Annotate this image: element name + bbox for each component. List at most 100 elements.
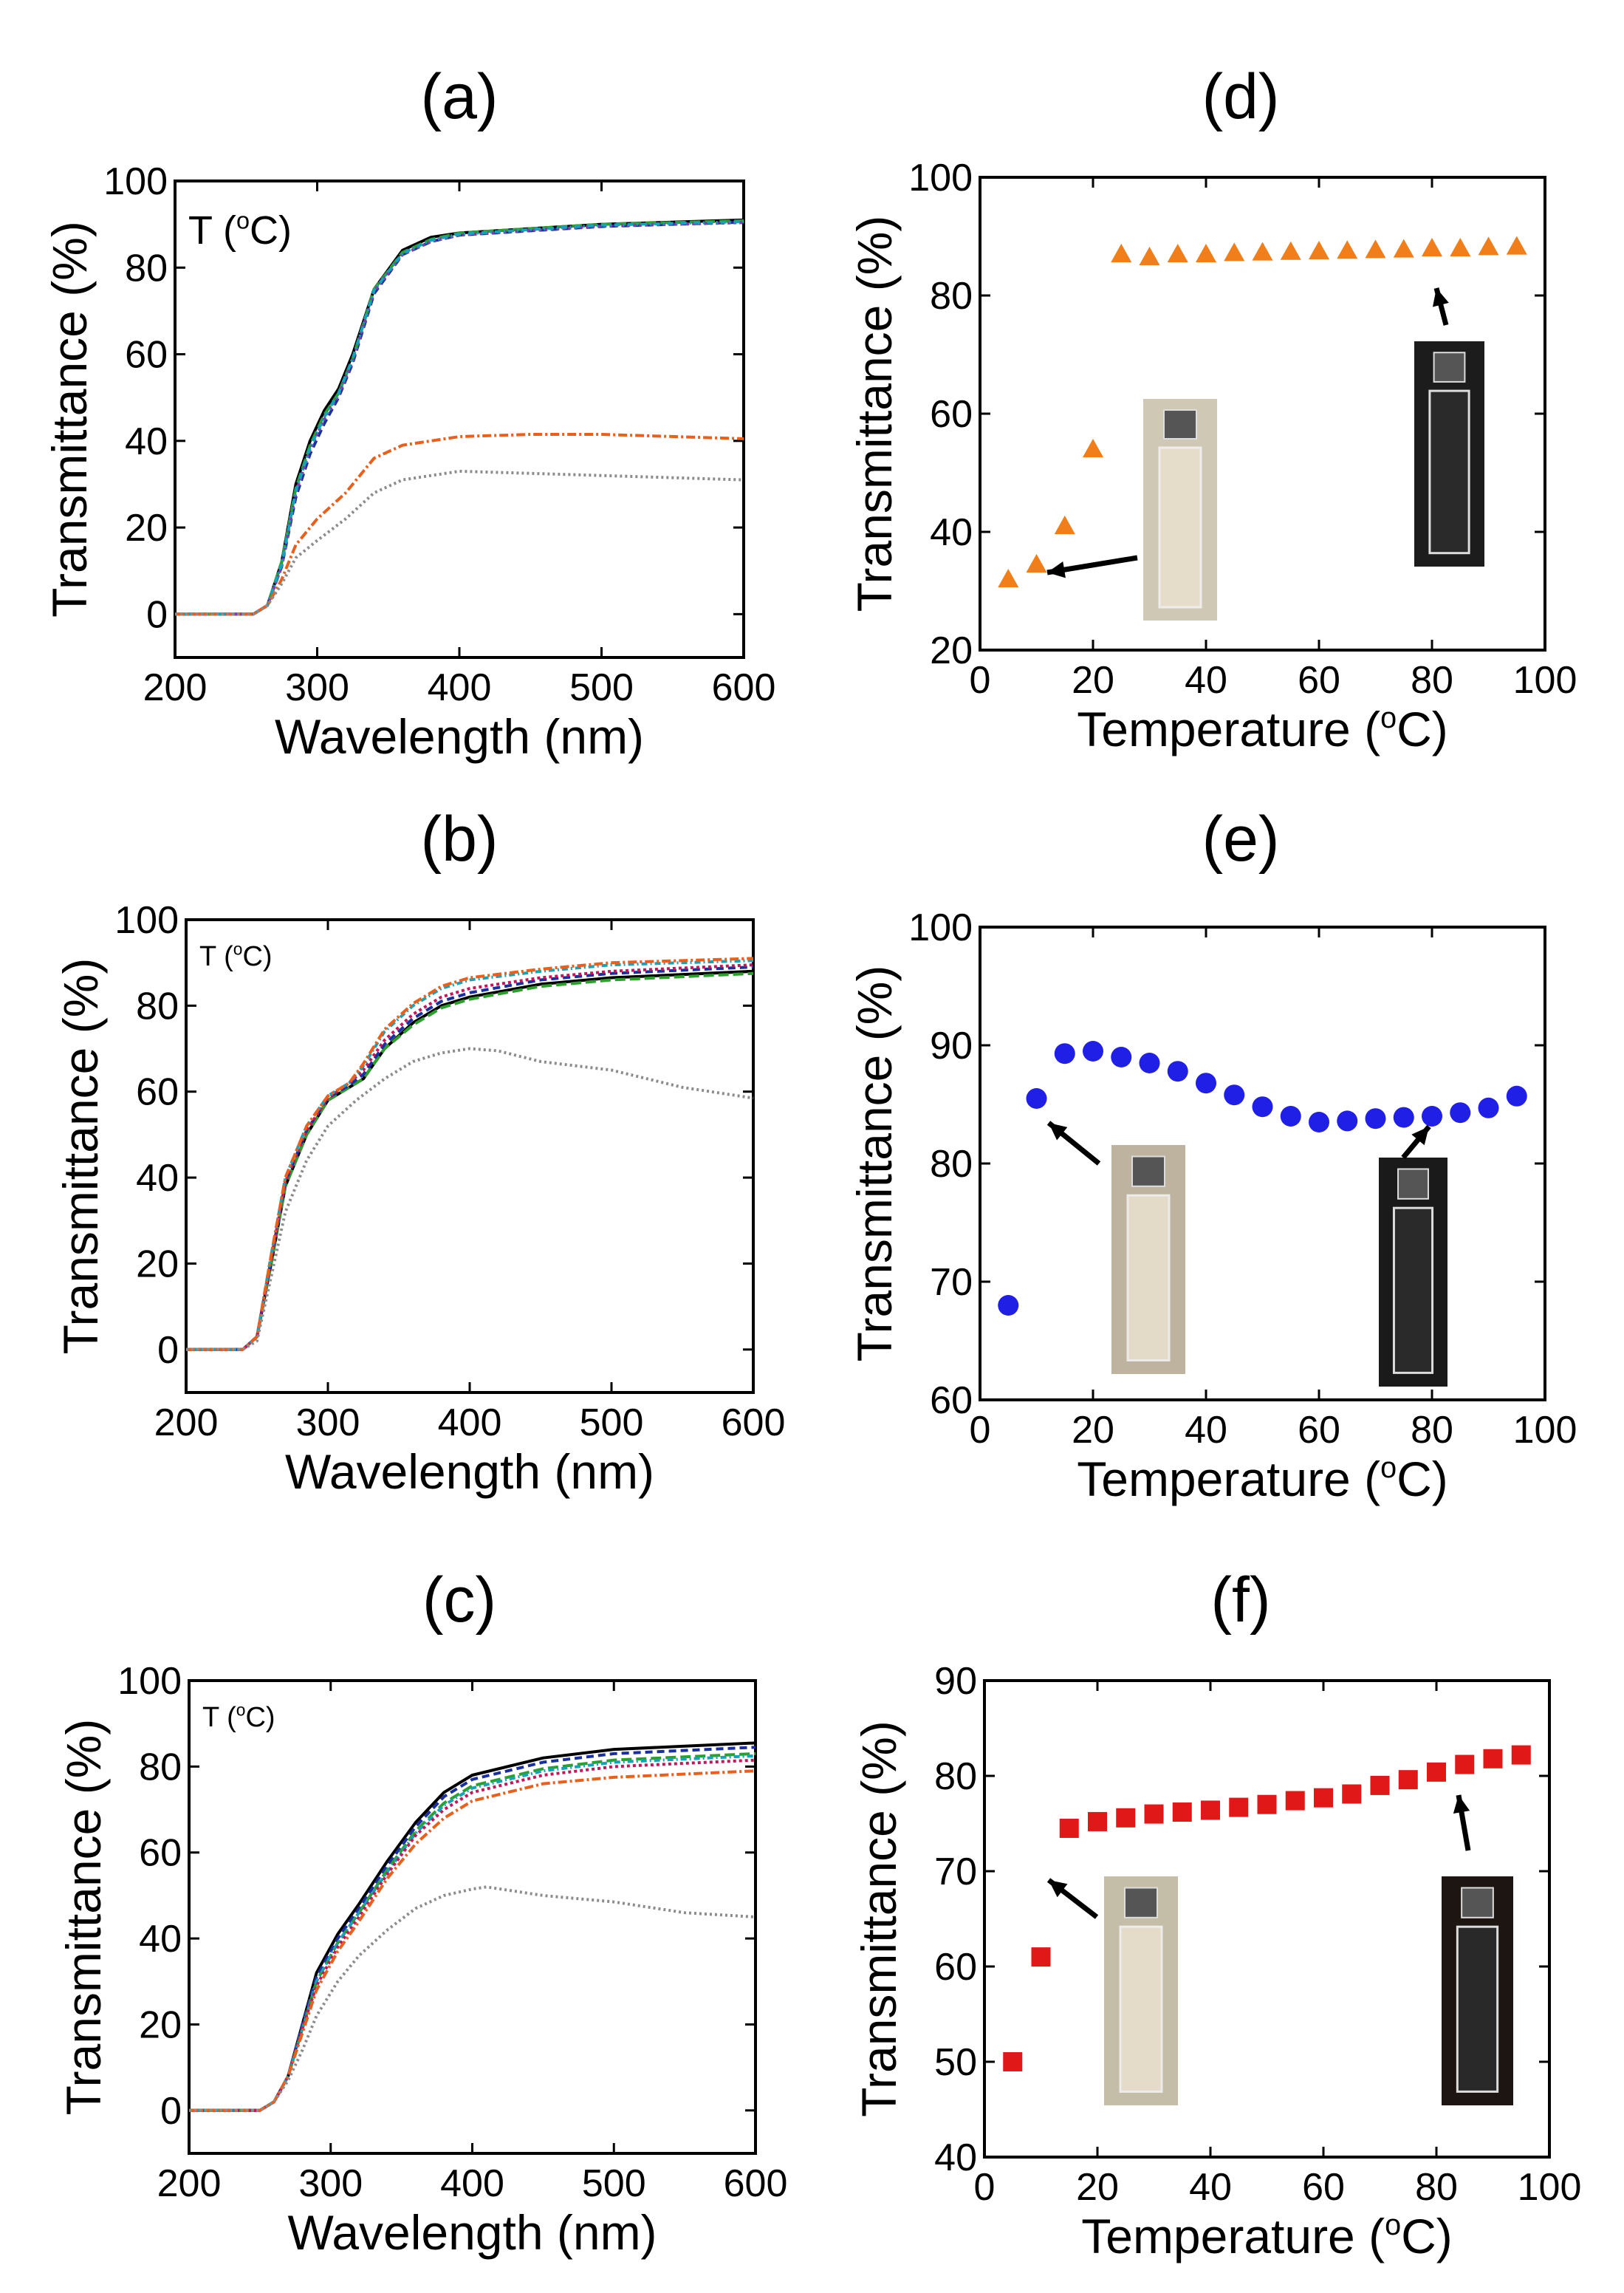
inset-photo-cuvette <box>1111 1145 1185 1374</box>
arrow-head <box>1432 288 1449 307</box>
y-tick-label: 70 <box>934 1851 977 1893</box>
y-tick-label: 80 <box>136 985 179 1028</box>
y-tick-label: 80 <box>934 1755 977 1798</box>
y-tick-label: 60 <box>934 1946 977 1989</box>
data-point-triangle <box>1252 242 1273 261</box>
y-tick-label: 50 <box>934 2041 977 2084</box>
data-point-triangle <box>1478 236 1499 256</box>
data-point-square <box>1144 1804 1164 1824</box>
data-point-circle <box>1026 1088 1047 1109</box>
data-point-circle <box>1196 1073 1216 1094</box>
x-tick-label: 200 <box>157 2162 222 2205</box>
data-point-triangle <box>1422 238 1442 256</box>
cuvette-cap <box>1163 409 1197 440</box>
y-tick-label: 20 <box>136 1243 179 1285</box>
data-point-square <box>1427 1762 1446 1782</box>
data-point-square <box>1314 1788 1333 1808</box>
y-tick-label: 70 <box>930 1261 973 1304</box>
data-point-square <box>1059 1818 1079 1838</box>
data-point-triangle <box>1054 516 1075 534</box>
y-tick-label: 100 <box>103 160 168 203</box>
panel-label: (c) <box>422 1565 496 1636</box>
y-axis-label: Transmittance (%) <box>847 216 902 612</box>
data-point-circle <box>1506 1085 1527 1107</box>
x-tick-label: 400 <box>438 1401 502 1444</box>
y-tick-label: 20 <box>930 629 973 672</box>
y-tick-label: 60 <box>139 1832 182 1875</box>
data-point-square <box>1483 1749 1503 1769</box>
x-tick-label: 60 <box>1298 1409 1340 1452</box>
x-tick-label: 80 <box>1411 659 1453 702</box>
y-tick-label: 40 <box>136 1157 179 1200</box>
data-point-triangle <box>1196 244 1216 262</box>
data-point-triangle <box>1450 238 1471 256</box>
x-tick-label: 100 <box>1513 659 1577 702</box>
y-axis-label: Transmittance (%) <box>56 1719 111 2116</box>
data-point-triangle <box>1506 236 1527 255</box>
data-point-square <box>1511 1745 1531 1765</box>
data-point-circle <box>1365 1108 1386 1130</box>
arrow-head <box>1411 1127 1429 1146</box>
data-point-square <box>1398 1770 1418 1790</box>
data-point-square <box>1172 1802 1192 1822</box>
y-tick-label: 0 <box>146 593 168 636</box>
x-tick-label: 40 <box>1189 2166 1232 2209</box>
cuvette-cap <box>1131 1155 1165 1187</box>
data-point-square <box>1342 1784 1362 1804</box>
x-axis-label: Wavelength (nm) <box>285 1444 654 1499</box>
arrow-head <box>1453 1795 1470 1814</box>
x-tick-label: 40 <box>1185 1409 1227 1452</box>
x-tick-label: 400 <box>440 2162 504 2205</box>
series-line <box>175 469 744 616</box>
series-line <box>186 966 754 1351</box>
x-tick-label: 20 <box>1076 2166 1119 2209</box>
y-axis-label: Transmittance (%) <box>42 221 97 618</box>
series-line <box>186 957 754 1351</box>
y-axis-label: Transmittance (%) <box>847 966 902 1362</box>
data-point-triangle <box>1365 239 1386 259</box>
data-point-circle <box>1280 1106 1301 1127</box>
data-point-circle <box>1252 1096 1273 1118</box>
data-point-square <box>1455 1754 1475 1774</box>
data-point-circle <box>998 1295 1019 1316</box>
legend-title: T (oC) <box>188 207 292 253</box>
series-line <box>175 220 744 616</box>
panel-label: (f) <box>1210 1565 1270 1636</box>
y-tick-label: 90 <box>934 1660 977 1703</box>
data-point-triangle <box>1083 439 1103 457</box>
cuvette-cap <box>1397 1168 1429 1200</box>
data-point-square <box>1285 1791 1305 1811</box>
series-line <box>189 1769 756 2112</box>
y-tick-label: 60 <box>930 1379 973 1422</box>
data-point-circle <box>1450 1102 1471 1124</box>
x-tick-label: 60 <box>1298 659 1340 702</box>
data-point-circle <box>1054 1043 1075 1065</box>
y-tick-label: 20 <box>125 507 168 550</box>
data-point-square <box>1088 1811 1107 1831</box>
data-point-square <box>1116 1808 1136 1828</box>
data-point-triangle <box>1224 242 1245 262</box>
x-tick-label: 20 <box>1072 1409 1114 1452</box>
series-line <box>189 1885 756 2112</box>
data-point-triangle <box>1111 244 1132 262</box>
x-tick-label: 300 <box>298 2162 363 2205</box>
inset-photo-cuvette <box>1414 341 1484 567</box>
data-point-triangle <box>1309 241 1329 259</box>
data-point-circle <box>1224 1084 1245 1106</box>
arrow-head <box>1049 1880 1068 1898</box>
data-point-square <box>1257 1794 1277 1814</box>
x-axis-label: Wavelength (nm) <box>287 2205 657 2260</box>
inset-photo-cuvette <box>1104 1876 1178 2105</box>
data-point-triangle <box>1393 239 1414 258</box>
chart-panel-c: (c) 200 300 400 500 600 0 20 40 60 80 100 Wavelength… <box>56 1565 787 2260</box>
data-point-circle <box>1167 1061 1188 1082</box>
x-tick-label: 60 <box>1302 2166 1345 2209</box>
x-tick-label: 200 <box>143 666 208 709</box>
y-tick-label: 0 <box>157 1329 179 1372</box>
y-tick-label: 100 <box>908 906 973 949</box>
x-tick-label: 600 <box>722 1401 786 1444</box>
data-point-triangle <box>1337 240 1358 259</box>
y-tick-label: 0 <box>160 2090 182 2133</box>
y-tick-label: 80 <box>930 1143 973 1186</box>
